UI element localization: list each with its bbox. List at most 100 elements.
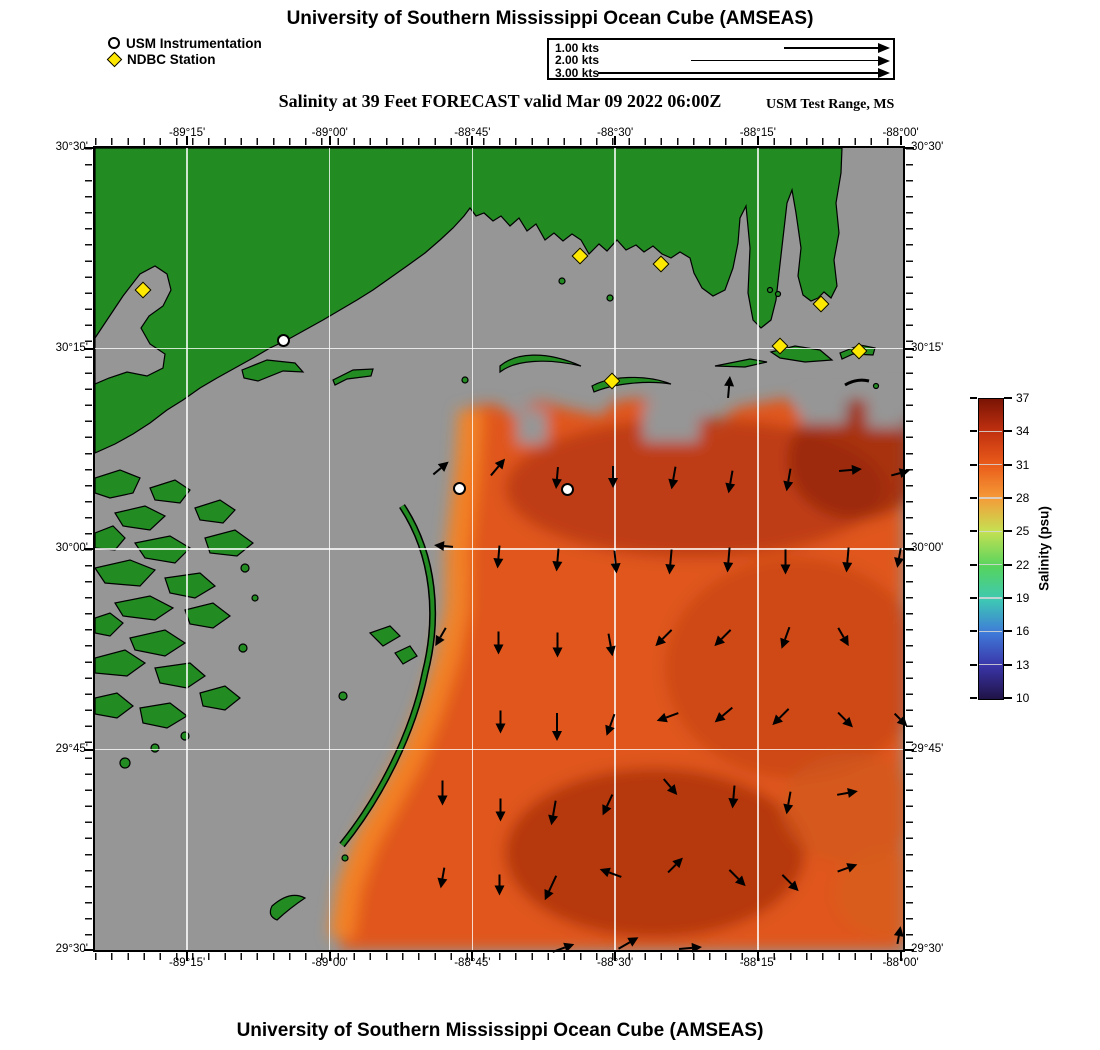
- current-vector-tail: [837, 627, 844, 638]
- current-vector-head: [545, 814, 558, 827]
- colorbar-separator: [979, 530, 1002, 533]
- colorbar-tick-label: 10: [1016, 691, 1030, 705]
- current-vector: [435, 867, 448, 890]
- current-vector-tail: [499, 798, 501, 812]
- current-vector: [552, 632, 562, 658]
- land-areas: [95, 148, 880, 921]
- current-vector-head: [562, 939, 576, 953]
- lon-tick-label: -88°45': [454, 127, 491, 139]
- current-vector-head: [597, 804, 611, 818]
- sound-sliver-1: [714, 358, 768, 368]
- current-vector: [664, 854, 686, 876]
- colorbar-tick: [1004, 497, 1012, 499]
- figure-title-bottom: University of Southern Mississippi Ocean…: [236, 1020, 764, 1041]
- horn-island-west: [499, 354, 582, 374]
- ndbc-station-marker: [812, 295, 829, 312]
- current-vector: [552, 713, 562, 741]
- major-tick: [471, 136, 474, 145]
- current-vector-tail: [667, 864, 676, 873]
- current-vector-head: [539, 889, 554, 903]
- current-vector-tail: [661, 629, 672, 640]
- major-tick: [905, 548, 914, 550]
- current-vector-tail: [846, 547, 849, 563]
- current-vector-head: [721, 562, 733, 573]
- lon-tick-label: -89°15': [169, 127, 206, 139]
- current-vector-tail: [838, 469, 852, 472]
- major-tick: [614, 952, 617, 961]
- current-vector: [551, 548, 563, 572]
- current-vector-tail: [890, 472, 900, 477]
- current-vector-tail: [671, 466, 676, 480]
- current-vector: [780, 549, 790, 575]
- colorbar-tick-label: 28: [1016, 491, 1030, 505]
- colorbar: [978, 398, 1004, 700]
- current-vector-head: [654, 712, 668, 726]
- lon-tick-label: -88°30': [597, 957, 634, 969]
- major-tick: [905, 949, 914, 951]
- colorbar-tick: [970, 563, 977, 566]
- current-vector: [678, 942, 702, 954]
- major-tick: [899, 952, 902, 961]
- lon-tick-label: -89°15': [169, 957, 206, 969]
- current-vector: [494, 874, 504, 896]
- current-vector: [892, 547, 905, 569]
- major-tick: [84, 347, 93, 350]
- current-vector: [545, 800, 560, 827]
- current-vector-tail: [786, 791, 791, 805]
- colorbar-tick: [1004, 630, 1012, 633]
- map-panel: [93, 146, 911, 954]
- colorbar-tick: [1004, 530, 1012, 533]
- colorbar-separator: [979, 597, 1002, 599]
- current-vector: [430, 625, 449, 649]
- usm-station-marker: [452, 481, 466, 495]
- ndbc-station-marker: [603, 372, 620, 389]
- current-vector-tail: [556, 713, 558, 731]
- colorbar-separator: [979, 630, 1002, 633]
- major-tick: [84, 748, 93, 751]
- current-vector-head: [892, 557, 904, 569]
- colorbar-tick-label: 13: [1016, 657, 1030, 672]
- current-vector-head: [605, 645, 617, 658]
- current-vector-tail: [720, 629, 731, 640]
- current-vector-head: [492, 558, 503, 569]
- current-vector-head: [433, 540, 444, 552]
- current-vector-head: [838, 634, 853, 649]
- colorbar-tick: [970, 663, 977, 666]
- lon-tick-label: -89°00': [311, 957, 348, 969]
- current-vector-head: [727, 798, 738, 809]
- colorbar-tick: [970, 697, 977, 699]
- current-vector: [430, 457, 452, 479]
- current-vector-head: [610, 563, 621, 574]
- mainland-coast: [95, 148, 843, 454]
- current-vector-tail: [556, 548, 559, 562]
- major-tick: [899, 136, 902, 145]
- current-vector-tail: [497, 631, 499, 645]
- ship-island: [332, 368, 374, 386]
- current-vector: [893, 925, 906, 944]
- current-vector-tail: [728, 470, 733, 484]
- lon-tick-label: -88°00': [882, 957, 919, 969]
- current-vector-tail: [551, 946, 565, 953]
- current-vector: [834, 709, 856, 731]
- ndbc-station-marker: [850, 342, 867, 359]
- lat-tick-label: 29°30': [55, 943, 88, 955]
- current-vector: [710, 704, 735, 727]
- current-vector-head: [776, 637, 790, 651]
- current-vector-tail: [608, 871, 622, 878]
- ndbc-station-marker: [652, 255, 669, 272]
- major-tick: [328, 136, 331, 145]
- current-vector-tail: [678, 947, 692, 950]
- scale-arrow-line: [598, 72, 878, 74]
- current-vector-tail: [896, 935, 900, 944]
- colorbar-tick: [1004, 397, 1012, 399]
- current-vector-head: [723, 482, 735, 495]
- lat-tick-label: 30°15': [911, 341, 944, 354]
- colorbar-tick: [1004, 597, 1012, 599]
- lon-tick-label: -89°00': [311, 127, 348, 139]
- current-vector-tail: [441, 780, 443, 796]
- ndbc-station-marker: [771, 337, 788, 354]
- major-tick: [905, 147, 914, 149]
- current-vector: [659, 776, 681, 799]
- current-vector: [781, 791, 795, 816]
